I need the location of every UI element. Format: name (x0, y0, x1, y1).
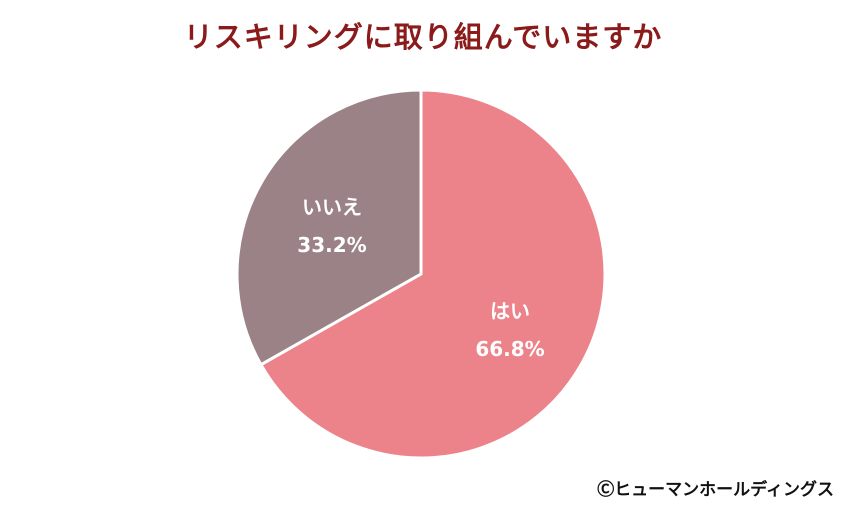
pie-slice-value-label: 66.8% (475, 337, 544, 361)
pie-slice-label: はい (490, 299, 530, 323)
pie-slice-label: いいえ (302, 195, 362, 219)
source-credit: Ⓒヒューマンホールディングス (597, 480, 834, 500)
chart-title: リスキリングに取り組んでいますか (183, 20, 663, 54)
pie-slice-yes (259, 88, 607, 460)
pie-slice-value-label: 33.2% (297, 233, 366, 257)
pie-slice-no (235, 88, 423, 367)
